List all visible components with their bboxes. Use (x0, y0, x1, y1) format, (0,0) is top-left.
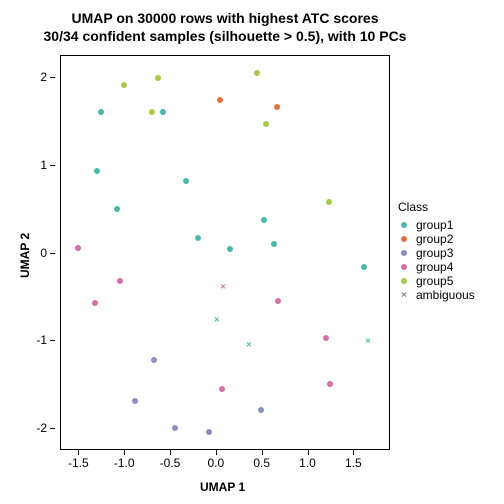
scatter-point (258, 407, 264, 413)
ambiguous-cross: × (246, 340, 251, 349)
legend-label: group3 (416, 246, 453, 260)
legend-label: group5 (416, 274, 453, 288)
scatter-point (92, 300, 98, 306)
scatter-point (219, 386, 225, 392)
scatter-point (217, 97, 223, 103)
scatter-point (160, 109, 166, 115)
legend-item: × ambiguous (398, 288, 475, 302)
legend-item: group5 (398, 274, 475, 288)
scatter-point (117, 278, 123, 284)
scatter-point (275, 298, 281, 304)
legend: Class group1group2group3group4group5 × amb… (398, 200, 475, 302)
legend-dot-icon (398, 218, 410, 232)
legend-dot-icon (398, 232, 410, 246)
scatter-point (121, 82, 127, 88)
scatter-point (323, 335, 329, 341)
scatter-point (155, 75, 161, 81)
y-axis-label: UMAP 2 (18, 232, 32, 277)
scatter-point (274, 104, 280, 110)
scatter-point (326, 199, 332, 205)
legend-label: group2 (416, 232, 453, 246)
scatter-point (98, 109, 104, 115)
legend-dot-icon (398, 246, 410, 260)
scatter-point (263, 121, 269, 127)
scatter-point (114, 206, 120, 212)
scatter-point (132, 398, 138, 404)
legend-item: group1 (398, 218, 475, 232)
scatter-point (361, 264, 367, 270)
legend-label: ambiguous (416, 288, 475, 302)
ambiguous-cross: × (365, 337, 370, 346)
scatter-point (75, 245, 81, 251)
scatter-point (206, 429, 212, 435)
scatter-point (172, 425, 178, 431)
legend-label: group4 (416, 260, 453, 274)
scatter-point (149, 109, 155, 115)
legend-title: Class (398, 200, 475, 214)
legend-item: group2 (398, 232, 475, 246)
scatter-point (227, 246, 233, 252)
scatter-point (327, 381, 333, 387)
scatter-point (151, 357, 157, 363)
ambiguous-cross: × (214, 316, 219, 325)
scatter-point (183, 178, 189, 184)
scatter-point (195, 235, 201, 241)
x-axis-label: UMAP 1 (200, 480, 245, 494)
scatter-point (261, 217, 267, 223)
scatter-point (254, 70, 260, 76)
scatter-point (271, 241, 277, 247)
chart-title-line1: UMAP on 30000 rows with highest ATC scor… (40, 10, 410, 26)
legend-dot-icon (398, 260, 410, 274)
legend-item: group3 (398, 246, 475, 260)
legend-cross-icon: × (398, 288, 410, 302)
umap-scatter-chart: UMAP on 30000 rows with highest ATC scor… (0, 0, 504, 504)
chart-title-line2: 30/34 confident samples (silhouette > 0.… (40, 28, 410, 44)
ambiguous-cross: × (221, 282, 226, 291)
legend-item: group4 (398, 260, 475, 274)
legend-label: group1 (416, 218, 453, 232)
scatter-point (94, 168, 100, 174)
legend-dot-icon (398, 274, 410, 288)
plot-area (60, 55, 390, 450)
